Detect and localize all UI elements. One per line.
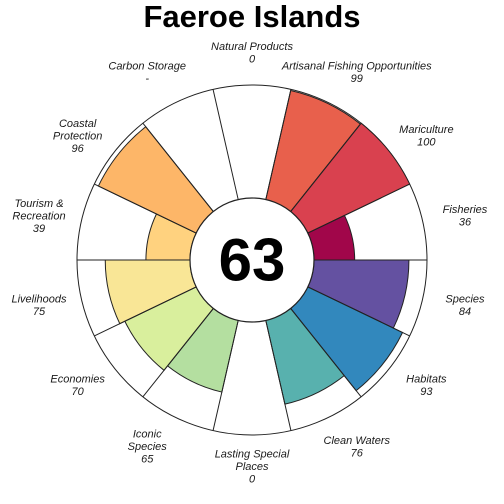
goal-score-natural-products: 0 [249,53,256,65]
goal-score-mariculture: 100 [417,137,436,149]
goal-name-lasting-special-places: Places [235,461,269,473]
goal-label-carbon-storage: Carbon Storage - [108,61,186,86]
divider-artisanal-fishing-opportunities [265,89,292,200]
goal-score-economies: 70 [72,386,85,398]
goal-label-coastal-protection: Coastal Protection 96 [53,118,103,155]
goal-name-clean-waters: Clean Waters [324,435,391,447]
goal-name-fisheries: Fisheries [443,204,488,216]
goal-name-natural-products: Natural Products [211,41,293,53]
goal-name-tourism-and-recreation: Recreation [12,210,65,222]
goal-score-iconic-species: 65 [141,454,154,466]
goal-label-iconic-species: Iconic Species 65 [128,429,168,466]
goal-name-carbon-storage: Carbon Storage [108,61,186,73]
center-score: 63 [219,227,286,294]
goal-label-economies: Economies 70 [50,373,105,398]
goal-label-mariculture: Mariculture 100 [399,124,453,149]
divider-lasting-special-places [265,320,292,431]
goal-name-iconic-species: Species [128,441,168,453]
divider-clean-waters [290,308,362,398]
goal-name-species: Species [445,293,485,305]
divider-mariculture [290,122,362,212]
goal-score-lasting-special-places: 0 [249,474,256,486]
divider-fisheries [307,183,410,234]
goal-name-coastal-protection: Coastal [59,118,97,130]
goal-name-artisanal-fishing-opportunities: Artisanal Fishing Opportunities [281,61,432,73]
goal-name-economies: Economies [50,373,105,385]
chart-title: Faeroe Islands [143,0,360,34]
goal-score-species: 84 [459,306,471,318]
petal-divider-group [77,89,427,431]
divider-carbon-storage [142,122,214,212]
goal-label-tourism-and-recreation: Tourism & Recreation 39 [12,198,65,235]
goal-score-clean-waters: 76 [351,447,364,459]
goal-name-lasting-special-places: Lasting Special [215,449,290,461]
divider-economies [142,308,214,398]
goal-score-fisheries: 36 [459,217,472,229]
divider-livelihoods [94,286,197,337]
goal-score-habitats: 93 [420,386,433,398]
goal-score-carbon-storage: - [145,73,149,85]
goal-name-iconic-species: Iconic [133,429,162,441]
divider-habitats [307,286,410,337]
goal-name-tourism-and-recreation: Tourism & [14,198,63,210]
goal-score-tourism-and-recreation: 39 [33,223,45,235]
goal-score-coastal-protection: 96 [72,143,85,155]
goal-label-natural-products: Natural Products 0 [211,41,293,66]
goal-label-lasting-special-places: Lasting Special Places 0 [215,449,290,486]
goal-label-livelihoods: Livelihoods 75 [11,293,67,318]
goal-label-artisanal-fishing-opportunities: Artisanal Fishing Opportunities 99 [281,61,432,86]
goal-label-clean-waters: Clean Waters 76 [324,435,391,460]
petal-group [97,89,411,405]
divider-coastal-protection [94,183,197,234]
divider-iconic-species [212,320,239,431]
goal-name-coastal-protection: Protection [53,130,103,142]
center-disc [189,197,315,323]
divider-natural-products [212,89,239,200]
goal-score-livelihoods: 75 [33,306,46,318]
goal-name-livelihoods: Livelihoods [11,293,67,305]
goal-label-species: Species 84 [445,293,485,318]
goal-score-artisanal-fishing-opportunities: 99 [351,73,363,85]
goal-name-habitats: Habitats [406,373,447,385]
goal-name-mariculture: Mariculture [399,124,453,136]
goal-label-fisheries: Fisheries 36 [443,204,488,229]
goal-label-habitats: Habitats 93 [406,373,447,398]
